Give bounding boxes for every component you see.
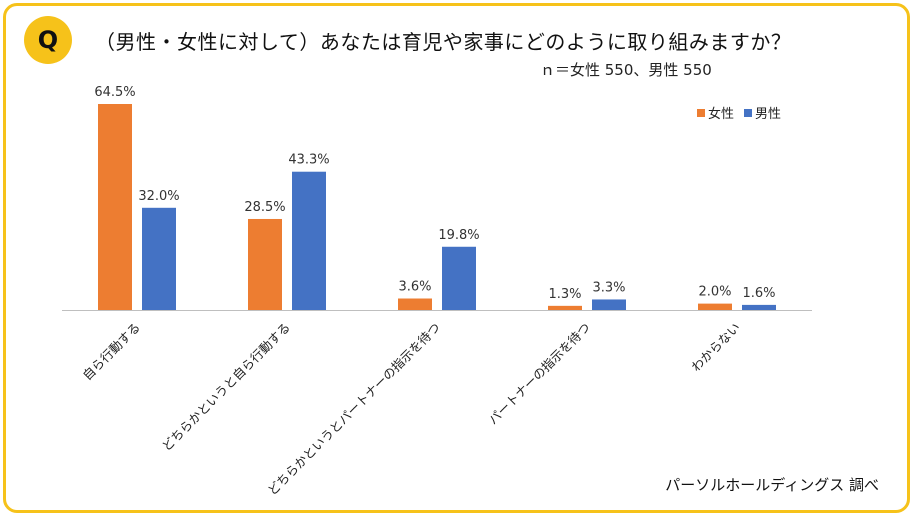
data-label-female: 3.6% bbox=[398, 280, 431, 295]
data-label-female: 1.3% bbox=[548, 287, 581, 302]
data-label-female: 28.5% bbox=[244, 200, 285, 215]
bar-female bbox=[248, 218, 282, 310]
legend-swatch-male bbox=[744, 108, 753, 117]
legend-swatch-female bbox=[697, 108, 705, 117]
question-badge: Q bbox=[24, 16, 72, 64]
sample-size-note: ｎ＝女性 550、男性 550 bbox=[540, 61, 712, 79]
bar-female bbox=[98, 104, 132, 310]
data-label-female: 64.5% bbox=[94, 85, 135, 100]
data-label-male: 1.6% bbox=[742, 286, 775, 301]
legend-label-female: 女性 bbox=[708, 107, 735, 122]
chart-frame bbox=[3, 3, 910, 513]
bar-male bbox=[742, 304, 776, 310]
x-tick-label: わからない bbox=[688, 320, 743, 375]
x-tick-label: どちらかというとパートナーの指示を待つ bbox=[265, 320, 444, 499]
data-label-male: 19.8% bbox=[438, 228, 479, 243]
source-credit: パーソルホールディングス 調べ bbox=[665, 476, 879, 494]
bar-female bbox=[548, 305, 582, 310]
legend-item-male: 男性 bbox=[744, 103, 781, 122]
bar-male bbox=[592, 299, 626, 310]
chart-title: （男性・女性に対して）あなたは育児や家事にどのように取り組みますか？ bbox=[95, 30, 792, 54]
chart-legend: 女性 男性 bbox=[697, 103, 781, 122]
bar-female bbox=[398, 298, 432, 310]
data-label-male: 43.3% bbox=[288, 153, 329, 168]
bar-female bbox=[698, 303, 732, 310]
legend-item-female: 女性 bbox=[697, 103, 734, 122]
x-tick-label: どちらかというと自ら行動する bbox=[159, 320, 293, 454]
x-tick-label: パートナーの指示を待つ bbox=[485, 320, 593, 428]
data-label-male: 3.3% bbox=[592, 280, 625, 295]
data-label-female: 2.0% bbox=[698, 285, 731, 300]
bar-male bbox=[292, 171, 326, 310]
bar-male bbox=[442, 246, 476, 310]
data-label-male: 32.0% bbox=[138, 189, 179, 204]
x-tick-label: 自ら行動する bbox=[79, 320, 143, 384]
bar-male bbox=[142, 207, 176, 310]
legend-label-male: 男性 bbox=[755, 107, 782, 122]
